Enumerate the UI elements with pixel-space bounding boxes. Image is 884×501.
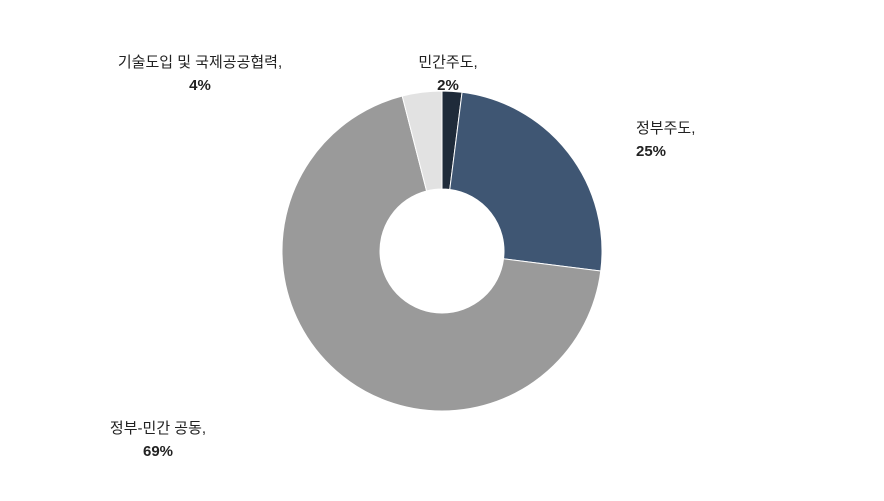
label-gov-pct: 25% — [636, 143, 666, 160]
label-tech-intl-name: 기술도입 및 국제공공협력, — [118, 54, 282, 71]
label-private: 민간주도, 2% — [418, 52, 477, 97]
label-gov-priv-pct: 69% — [143, 443, 173, 460]
label-gov-priv-name: 정부-민간 공동, — [110, 420, 206, 437]
label-gov-name: 정부주도, — [636, 120, 695, 137]
label-private-name: 민간주도, — [418, 54, 477, 71]
label-tech-intl: 기술도입 및 국제공공협력, 4% — [118, 52, 282, 97]
label-private-pct: 2% — [437, 77, 459, 94]
label-tech-intl-pct: 4% — [189, 77, 211, 94]
label-gov: 정부주도, 25% — [636, 118, 695, 163]
label-gov-priv: 정부-민간 공동, 69% — [110, 418, 206, 463]
slice-gov — [450, 92, 602, 271]
donut-chart — [282, 91, 602, 411]
